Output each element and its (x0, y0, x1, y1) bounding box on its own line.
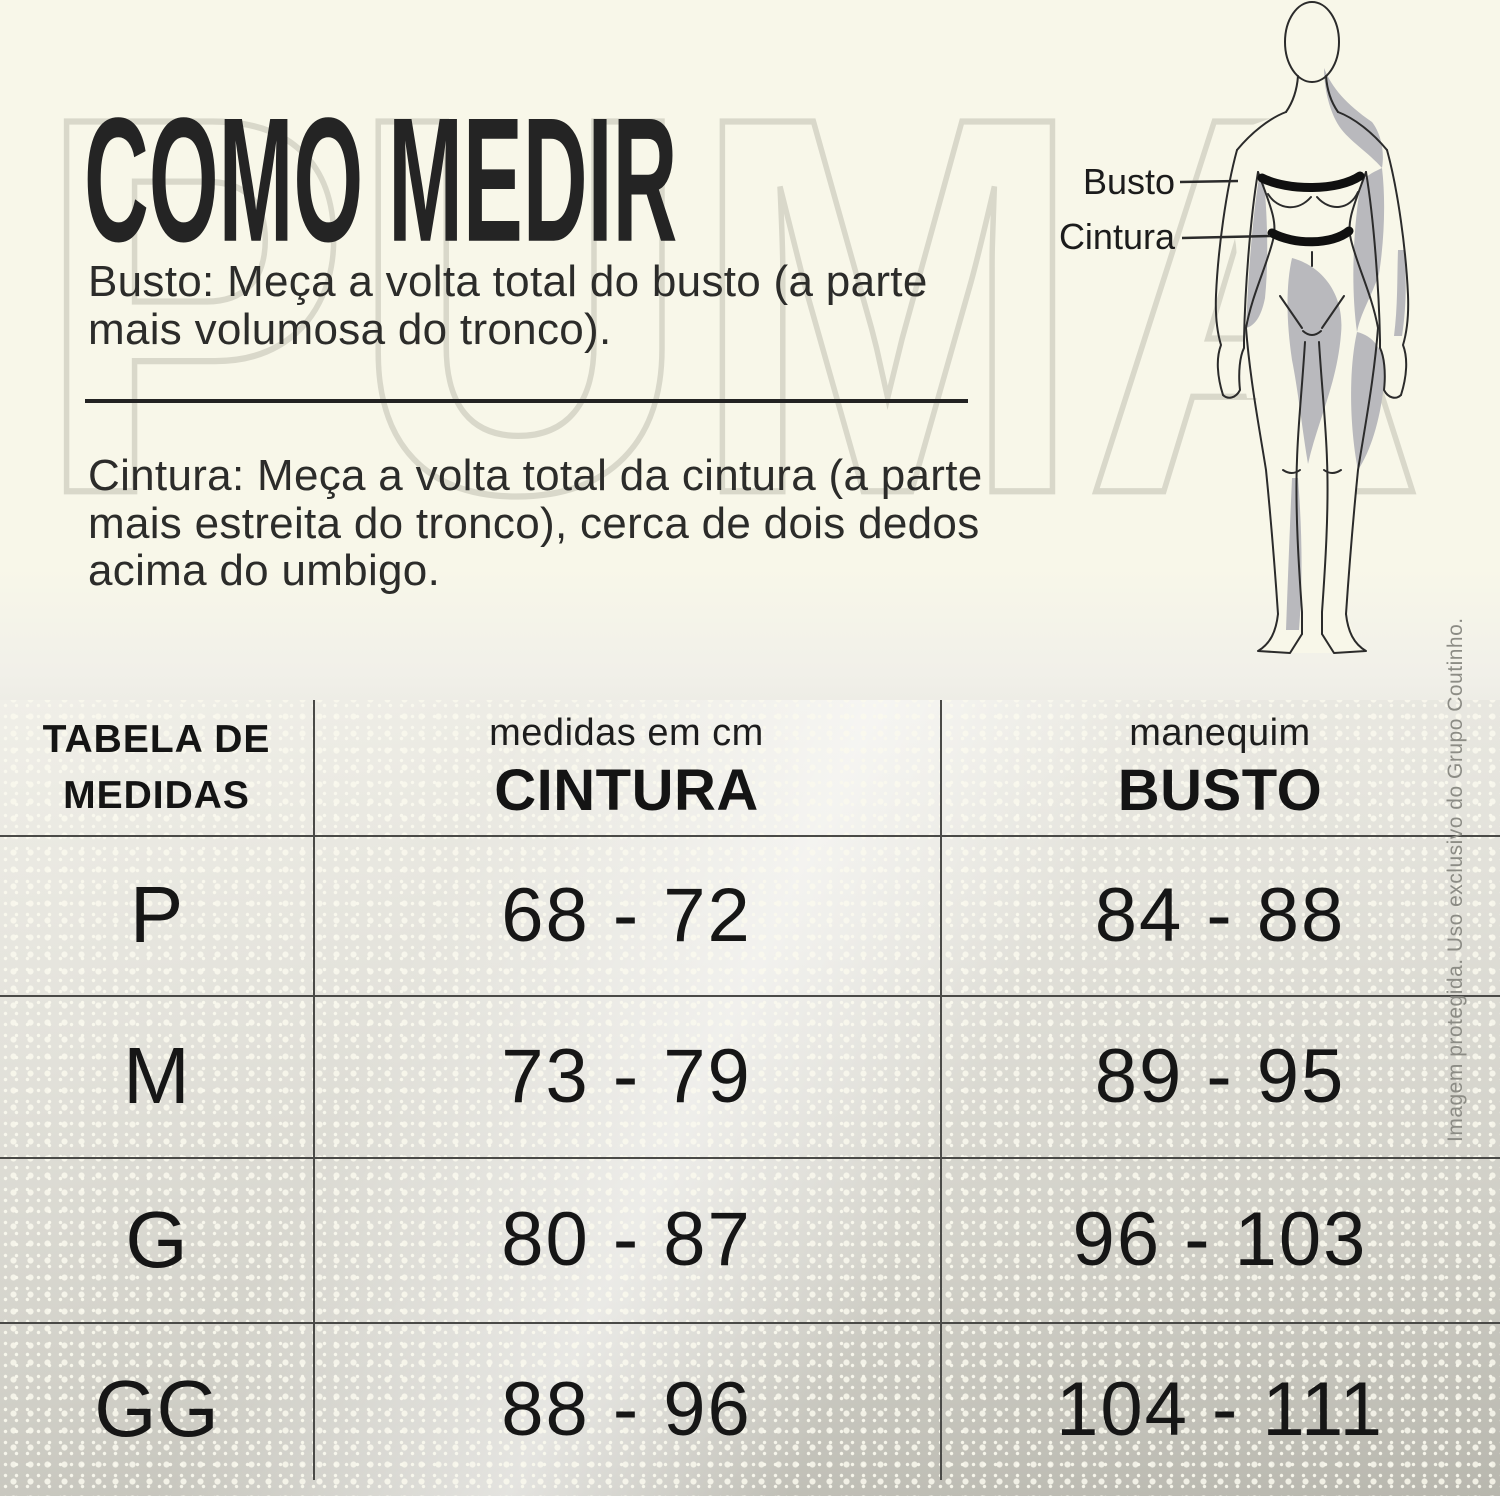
section-divider (85, 399, 968, 403)
busto-callout-line (1179, 179, 1239, 184)
body-fill (1232, 2, 1392, 653)
cintura-callout-line (1181, 234, 1271, 240)
table-row-busto: 104 - 111 (940, 1322, 1500, 1496)
table-row-size: G (0, 1157, 313, 1322)
row-divider (0, 835, 1500, 837)
busto-range: 84 - 88 (1094, 872, 1346, 958)
busto-range: 89 - 95 (1094, 1033, 1346, 1119)
cintura-instruction: Cintura: Meça a volta total da cintura (… (88, 451, 983, 596)
column-divider (940, 700, 942, 1480)
table-row-size: M (0, 995, 313, 1157)
cintura-range: 73 - 79 (501, 1033, 752, 1119)
table-row-cintura: 88 - 96 (313, 1322, 940, 1496)
column-divider (313, 700, 315, 1480)
page-title: COMO MEDIR (84, 81, 678, 279)
table-row-busto: 84 - 88 (940, 835, 1500, 995)
waist-band-line (1267, 226, 1354, 247)
table-row-size: GG (0, 1322, 313, 1496)
cintura-label: Cintura (1059, 216, 1176, 257)
cintura-range: 80 - 87 (501, 1197, 752, 1282)
busto-label: Busto (1083, 161, 1175, 202)
table-row-busto: 89 - 95 (940, 995, 1500, 1157)
size-value: GG (94, 1364, 219, 1453)
cintura-header-cell: medidas em cm CINTURA (313, 700, 940, 835)
body-shading (1246, 68, 1406, 630)
row-divider (0, 1322, 1500, 1324)
background-fade (0, 568, 1500, 700)
busto-subtitle: manequim (1129, 711, 1311, 754)
table-row-busto: 96 - 103 (940, 1157, 1500, 1322)
busto-range: 104 - 111 (1056, 1366, 1384, 1452)
table-row-cintura: 80 - 87 (313, 1157, 940, 1322)
size-value: G (125, 1194, 188, 1284)
cintura-range: 88 - 96 (501, 1366, 752, 1452)
puma-watermark: PUMA (32, 60, 1428, 600)
puma-watermark-text: PUMA (35, 60, 1425, 600)
table-title: TABELA DE MEDIDAS (42, 718, 271, 817)
busto-header-cell: manequim BUSTO (940, 700, 1500, 835)
bust-band-line (1257, 171, 1365, 192)
busto-instruction: Busto: Meça a volta total do busto (a pa… (88, 257, 928, 354)
size-value: M (123, 1031, 190, 1120)
busto-header: BUSTO (1117, 757, 1323, 823)
table-row-cintura: 68 - 72 (313, 835, 940, 995)
size-value: P (129, 870, 184, 959)
body-measurement-diagram: Busto Cintura (1059, 1, 1410, 654)
busto-range: 96 - 103 (1072, 1197, 1368, 1282)
body-outline (1214, 1, 1410, 654)
table-row-size: P (0, 835, 313, 995)
table-title-cell: TABELA DE MEDIDAS (0, 700, 313, 835)
row-divider (0, 995, 1500, 997)
protection-notice: Imagem protegida. Uso exclusivo do Grupo… (1444, 617, 1467, 1142)
row-divider (0, 1157, 1500, 1159)
cintura-header: CINTURA (494, 757, 759, 823)
table-row-cintura: 73 - 79 (313, 995, 940, 1157)
cintura-subtitle: medidas em cm (489, 711, 764, 754)
cintura-range: 68 - 72 (501, 872, 752, 958)
size-table: TABELA DE MEDIDAS medidas em cm CINTURA … (0, 700, 1500, 1496)
